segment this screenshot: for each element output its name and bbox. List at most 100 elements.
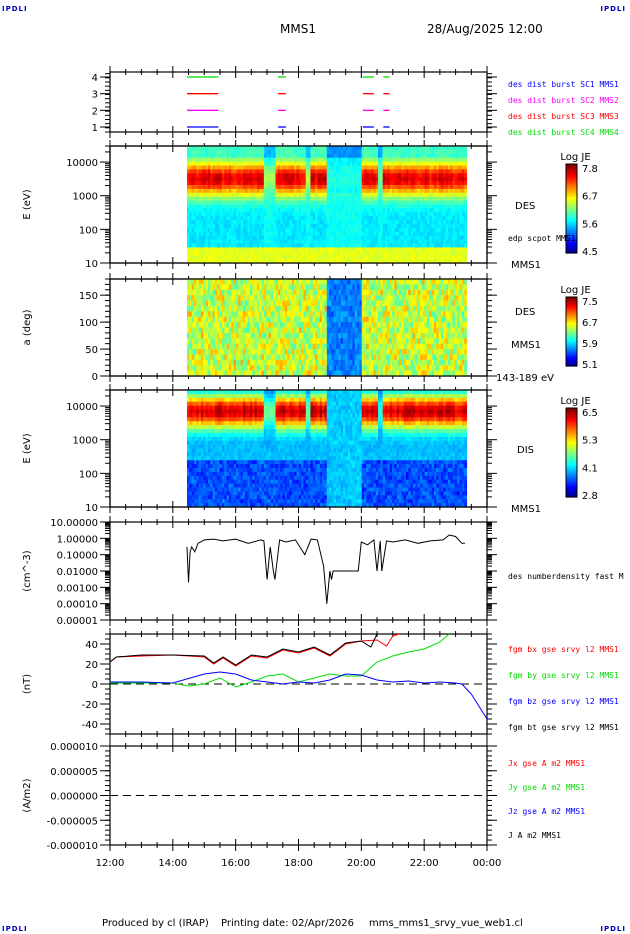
spectrogram-cell <box>273 185 277 190</box>
spectrogram-cell <box>226 200 230 205</box>
spectrogram-cell <box>352 255 356 260</box>
spectrogram-cell <box>259 208 263 213</box>
spectrogram-cell <box>214 289 218 296</box>
spectrogram-cell <box>205 153 209 159</box>
spectrogram-cell <box>387 255 391 260</box>
spectrogram-cell <box>429 231 433 237</box>
spectrogram-cell <box>207 239 211 244</box>
spectrogram-cell <box>459 200 463 205</box>
spectrogram-cell <box>440 173 444 178</box>
spectrogram-cell <box>280 279 284 285</box>
spectrogram-cell <box>254 359 258 366</box>
spectrogram-cell <box>340 247 344 252</box>
spectrogram-cell <box>238 231 242 237</box>
spectrogram-cell <box>268 243 272 248</box>
spectrogram-cell <box>417 239 421 244</box>
spectrogram-cell <box>268 231 272 237</box>
spectrogram-cell <box>315 255 318 260</box>
spectrogram-cell <box>228 231 232 237</box>
spectrogram-cell <box>254 161 258 166</box>
spectrogram-cell <box>431 161 435 166</box>
spectrogram-cell <box>415 192 419 198</box>
spectrogram-cell <box>226 255 230 260</box>
spectrogram-cell <box>396 231 400 237</box>
spectrogram-cell <box>219 322 223 328</box>
datetime-title: 28/Aug/2025 12:00 <box>427 22 543 36</box>
spectrogram-cell <box>389 204 393 209</box>
spectrogram-cell <box>464 247 468 252</box>
spectrogram-cell <box>296 338 300 345</box>
spectrogram-cell <box>277 196 281 202</box>
spectrogram-cell <box>275 259 279 264</box>
spectrogram-cell <box>436 231 440 237</box>
spectrogram-cell <box>401 146 405 151</box>
spectrogram-cell <box>415 231 419 237</box>
spectrogram-cell <box>354 224 358 229</box>
spectrogram-cell <box>261 295 265 302</box>
spectrogram-cell <box>359 208 363 213</box>
spectrogram-cell <box>457 185 461 190</box>
spectrogram-cell <box>235 227 239 233</box>
spectrogram-cell <box>459 224 463 229</box>
spectrogram-cell <box>333 188 337 194</box>
spectrogram-cell <box>214 295 218 302</box>
spectrogram-cell <box>289 204 293 209</box>
spectrogram-cell <box>294 279 297 285</box>
spectrogram-cell <box>212 349 216 355</box>
spectrogram-cell <box>275 157 279 163</box>
spectrogram-cell <box>189 153 193 159</box>
spectrogram-cell <box>308 251 311 256</box>
spectrogram-cell <box>291 216 295 221</box>
spectrogram-cell <box>198 153 202 159</box>
spectrogram-cell <box>252 343 256 350</box>
spectrogram-cell <box>345 247 349 252</box>
spectrogram-cell <box>191 365 195 372</box>
spectrogram-cell <box>410 243 414 248</box>
spectrogram-cell <box>221 196 225 202</box>
des-energy-colorbar-swatch <box>566 241 577 245</box>
des-energy-colorbar-swatch <box>566 224 577 227</box>
spectrogram-cell <box>219 255 223 260</box>
spectrogram-cell <box>308 157 311 163</box>
spectrogram-cell <box>261 251 265 256</box>
spectrogram-cell <box>368 165 372 170</box>
spectrogram-cell <box>294 204 297 209</box>
spectrogram-cell <box>207 208 211 213</box>
spectrogram-cell <box>345 227 349 233</box>
spectrogram-cell <box>357 177 360 182</box>
spectrogram-cell <box>219 212 223 217</box>
spectrogram-cell <box>186 208 190 213</box>
spectrogram-cell <box>322 243 325 248</box>
spectrogram-cell <box>324 146 328 151</box>
spectrogram-cell <box>429 146 433 151</box>
spectrogram-cell <box>459 220 463 225</box>
spectrogram-cell <box>228 235 232 241</box>
spectrogram-cell <box>329 173 332 178</box>
spectrogram-cell <box>410 196 414 202</box>
spectrogram-cell <box>200 289 204 296</box>
spectrogram-cell <box>419 216 423 221</box>
spectrogram-cell <box>436 192 440 198</box>
spectrogram-cell <box>394 146 398 151</box>
spectrogram-cell <box>429 169 433 174</box>
spectrogram-cell <box>378 259 381 264</box>
spectrogram-cell <box>221 279 225 285</box>
spectrogram-cell <box>315 173 318 178</box>
spectrogram-cell <box>235 365 239 372</box>
spectrogram-cell <box>205 332 209 339</box>
spectrogram-cell <box>233 365 237 372</box>
spectrogram-cell <box>186 305 190 312</box>
spectrogram-cell <box>371 153 374 159</box>
spectrogram-cell <box>263 208 267 213</box>
spectrogram-cell <box>457 200 461 205</box>
spectrogram-cell <box>380 224 384 229</box>
spectrogram-cell <box>254 243 258 248</box>
spectrogram-cell <box>382 161 386 166</box>
spectrogram-cell <box>275 332 279 339</box>
spectrogram-cell <box>364 185 367 190</box>
spectrogram-cell <box>350 224 353 229</box>
spectrogram-cell <box>310 247 314 252</box>
spectrogram-cell <box>417 188 421 194</box>
spectrogram-cell <box>242 289 246 296</box>
spectrogram-cell <box>387 251 391 256</box>
